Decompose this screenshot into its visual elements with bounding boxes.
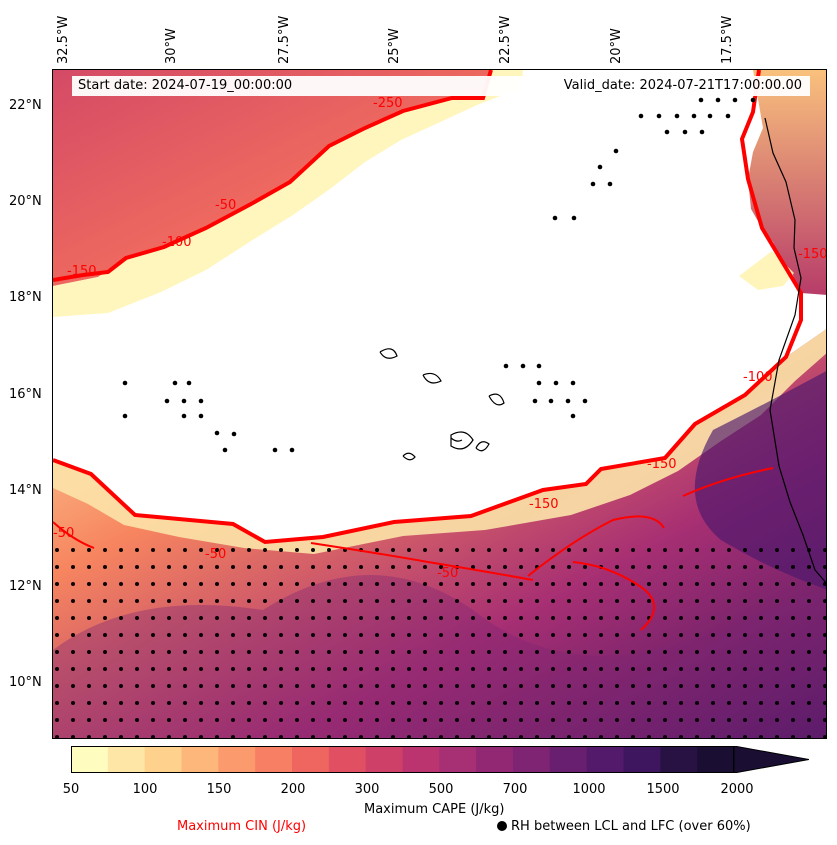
top-label-7: 17.5°W xyxy=(720,15,735,64)
colorbar-bin xyxy=(328,746,367,773)
cin-label-100-right: -100 xyxy=(743,370,773,385)
colorbar-tick-100: 100 xyxy=(132,782,158,797)
cin-label-250: -250 xyxy=(373,96,403,111)
cin-label-150-top: -150 xyxy=(67,264,97,279)
colorbar-bin xyxy=(71,746,109,773)
colorbar-bin xyxy=(218,746,256,773)
colorbar-bin xyxy=(697,746,735,773)
top-label-1: 32.5°W xyxy=(56,15,71,64)
top-label-6: 20°W xyxy=(609,28,624,64)
colorbar-bin xyxy=(513,746,551,773)
start-date: Start date: 2024-07-19_00:00:00 xyxy=(78,78,293,93)
colorbar-extend-triangle xyxy=(733,746,809,773)
colorbar-bin xyxy=(660,746,698,773)
date-banner: Start date: 2024-07-19_00:00:00 Valid_da… xyxy=(72,76,810,96)
colorbar-tick-200: 200 xyxy=(280,782,306,797)
colorbar-tick-300: 300 xyxy=(354,782,380,797)
valid-date: Valid_date: 2024-07-21T17:00:00.00 xyxy=(563,78,802,93)
map-frame: -250 -50 -100 -150 -150 -150 -50 -50 -10… xyxy=(52,69,827,739)
colorbar-bin xyxy=(549,746,588,773)
colorbar-bin xyxy=(476,746,514,773)
cin-label-150-mid: -150 xyxy=(529,497,559,512)
cin-label-100-top: -100 xyxy=(162,235,192,250)
left-label-6: 12°N xyxy=(9,579,42,594)
top-label-4: 25°W xyxy=(387,28,402,64)
colorbar-bin xyxy=(586,746,625,773)
colorbar-bin xyxy=(107,746,146,773)
left-label-4: 16°N xyxy=(9,387,42,402)
cin-label-150-east: -150 xyxy=(647,457,677,472)
cin-label-50-left: -50 xyxy=(53,526,74,541)
colorbar-bin xyxy=(402,746,441,773)
left-label-1: 22°N xyxy=(9,98,42,113)
colorbar-tick-50: 50 xyxy=(62,782,80,797)
colorbar-bin xyxy=(365,746,404,773)
cin-label-50-top: -50 xyxy=(215,198,236,213)
left-label-7: 10°N xyxy=(9,675,42,690)
cin-legend-label: Maximum CIN (J/kg) xyxy=(177,819,307,834)
map-svg: -250 -50 -100 -150 -150 -150 -50 -50 -10… xyxy=(53,70,827,738)
colorbar-tick-1000: 1000 xyxy=(572,782,606,797)
rh-dot-icon xyxy=(497,821,507,831)
left-label-3: 18°N xyxy=(9,290,42,305)
left-label-5: 14°N xyxy=(9,483,42,498)
rh-legend-text: RH between LCL and LFC (over 60%) xyxy=(511,819,751,834)
top-label-3: 27.5°W xyxy=(277,15,292,64)
colorbar-tick-700: 700 xyxy=(502,782,528,797)
cin-label-50-center: -50 xyxy=(437,566,458,581)
rh-legend-label: RH between LCL and LFC (over 60%) xyxy=(497,819,751,834)
colorbar-bin xyxy=(144,746,183,773)
colorbar-tick-1500: 1500 xyxy=(646,782,680,797)
top-label-2: 30°W xyxy=(164,28,179,64)
colorbar-tick-150: 150 xyxy=(206,782,232,797)
colorbar-bin xyxy=(255,746,293,773)
cin-label-150-right: -150 xyxy=(798,247,827,262)
cin-label-50-mid: -50 xyxy=(205,547,226,562)
colorbar-bin xyxy=(181,746,220,773)
left-label-2: 20°N xyxy=(9,194,42,209)
colorbar-bin xyxy=(439,746,477,773)
colorbar xyxy=(71,746,809,773)
colorbar-title: Maximum CAPE (J/kg) xyxy=(364,802,505,817)
colorbar-bin xyxy=(623,746,662,773)
colorbar-svg xyxy=(71,746,809,773)
colorbar-tick-2000: 2000 xyxy=(720,782,754,797)
top-label-5: 22.5°W xyxy=(498,15,513,64)
colorbar-bin xyxy=(292,746,330,773)
colorbar-tick-500: 500 xyxy=(428,782,454,797)
